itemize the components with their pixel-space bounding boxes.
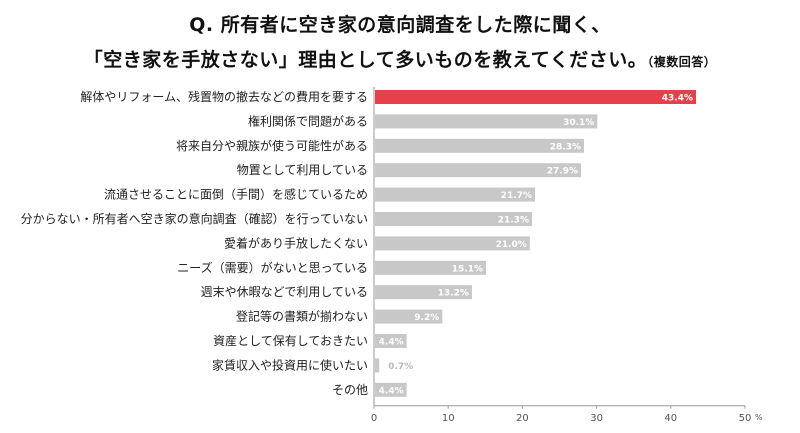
bar: [375, 334, 407, 348]
chart-title-main: 「空き家を手放さない」理由として多いものを教えてください。: [83, 49, 648, 71]
data-label: 21.0%: [496, 240, 527, 250]
bar: [375, 114, 598, 129]
data-label: 30.1%: [563, 118, 594, 128]
bar: [375, 285, 472, 300]
x-tick-label: 20: [516, 413, 529, 424]
bar: [375, 358, 380, 373]
data-label: 21.3%: [498, 216, 529, 226]
data-label: 43.4%: [662, 94, 693, 104]
category-label: 権利関係で問題がある: [248, 113, 368, 128]
x-axis-unit: %: [755, 413, 763, 422]
bar: [375, 236, 530, 251]
chart-title-line2: 「空き家を手放さない」理由として多いものを教えてください。（複数回答）: [0, 45, 800, 72]
data-label: 27.9%: [547, 167, 578, 177]
x-tick-label: 30: [590, 413, 603, 424]
category-label: 解体やリフォーム、残置物の撤去などの費用を要する: [80, 89, 368, 104]
x-tick-label: 40: [664, 413, 677, 424]
category-label: 家賃収入や投資用に使いたい: [212, 357, 368, 372]
data-label: 21.7%: [501, 191, 532, 201]
bar: [375, 382, 407, 397]
data-label: 4.4%: [379, 386, 404, 396]
bar: [375, 90, 697, 104]
chart-title-note: （複数回答）: [647, 55, 717, 69]
category-label: ニーズ（需要）がないと思っている: [177, 260, 368, 275]
category-label: 登記等の書類が揃わない: [236, 309, 368, 324]
category-label: 週末や休暇などで利用している: [201, 285, 368, 299]
data-label: 0.7%: [388, 362, 413, 372]
data-label: 13.2%: [438, 289, 469, 299]
bar: [375, 138, 584, 153]
x-tick-label: 50: [739, 413, 752, 424]
category-label: 分からない・所有者へ空き家の意向調査（確認）を行っていない: [21, 211, 368, 226]
category-label: 資産として保有しておきたい: [213, 333, 368, 348]
data-label: 28.3%: [550, 142, 581, 152]
chart-title-line1: Q. 所有者に空き家の意向調査をした際に聞く、: [189, 14, 611, 36]
data-label: 9.2%: [414, 313, 439, 323]
category-label: その他: [332, 383, 368, 397]
data-label: 15.1%: [452, 264, 483, 274]
bar: [375, 260, 487, 275]
x-tick-label: 10: [442, 413, 455, 424]
category-label: 流通させることに面倒（手間）を感じているため: [104, 187, 368, 202]
bar: [375, 212, 533, 226]
bar: [375, 187, 536, 202]
bar: [375, 163, 582, 178]
bar: [375, 309, 443, 324]
data-label: 4.4%: [379, 338, 404, 348]
category-label: 物置として利用している: [237, 163, 368, 177]
x-tick-label: 0: [371, 413, 377, 424]
category-label: 将来自分や親族が使う可能性がある: [176, 138, 368, 153]
category-label: 愛着があり手放したくない: [224, 235, 368, 250]
